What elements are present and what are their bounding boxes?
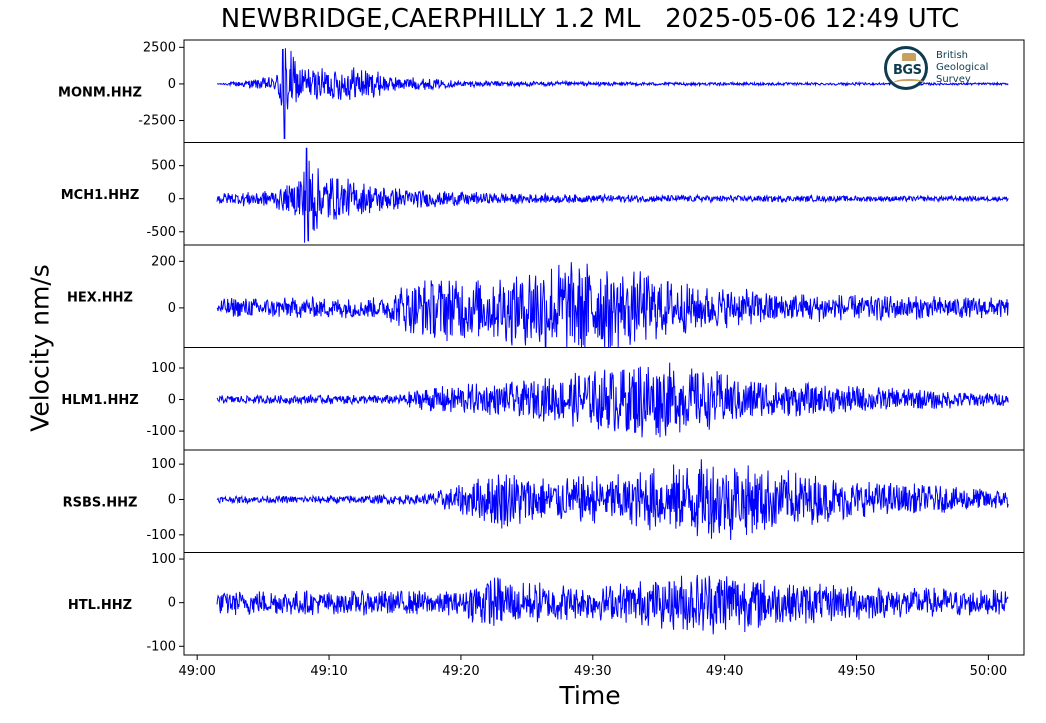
trace-hlm1-hhz bbox=[216, 362, 1009, 438]
trace-mch1-hhz bbox=[216, 147, 1009, 243]
station-label: HTL.HHZ bbox=[68, 598, 132, 613]
y-tick-label: -500 bbox=[146, 225, 176, 240]
bgs-logo-line1: British bbox=[936, 50, 968, 61]
y-tick-label: 100 bbox=[151, 361, 176, 376]
station-label: MCH1.HHZ bbox=[61, 188, 140, 203]
y-tick-label: 0 bbox=[168, 77, 176, 92]
y-tick-label: 0 bbox=[168, 393, 176, 408]
y-tick-label: 100 bbox=[151, 552, 176, 567]
station-label: MONM.HHZ bbox=[58, 85, 142, 100]
trace-htl-hhz bbox=[216, 574, 1009, 635]
bgs-logo-emblem: BGS bbox=[884, 46, 928, 90]
x-axis-label: Time bbox=[559, 681, 621, 710]
x-tick-label: 49:10 bbox=[310, 664, 347, 679]
station-label: RSBS.HHZ bbox=[63, 495, 138, 510]
trace-hex-hhz bbox=[216, 262, 1009, 348]
strata-icon bbox=[893, 79, 925, 87]
bgs-logo-mark: BGS bbox=[893, 63, 922, 78]
y-tick-label: 0 bbox=[168, 301, 176, 316]
y-tick-label: 0 bbox=[168, 192, 176, 207]
y-tick-label: 2500 bbox=[143, 40, 176, 55]
trace-monm-hhz bbox=[217, 48, 1009, 139]
chart-title: NEWBRIDGE,CAERPHILLY 1.2 ML 2025-05-06 1… bbox=[220, 4, 960, 34]
y-tick-label: -2500 bbox=[138, 114, 176, 129]
y-tick-label: 500 bbox=[151, 159, 176, 174]
x-tick-label: 49:00 bbox=[178, 664, 215, 679]
x-tick-label: 49:40 bbox=[706, 664, 743, 679]
bgs-logo-words: British Geological Survey bbox=[936, 50, 988, 86]
bgs-logo: BGS British Geological Survey bbox=[884, 46, 1014, 98]
y-tick-label: 0 bbox=[168, 596, 176, 611]
x-tick-label: 49:30 bbox=[574, 664, 611, 679]
station-label: HLM1.HHZ bbox=[61, 393, 138, 408]
y-tick-label: -100 bbox=[146, 424, 176, 439]
y-tick-label: 100 bbox=[151, 457, 176, 472]
x-tick-label: 50:00 bbox=[970, 664, 1007, 679]
station-label: HEX.HHZ bbox=[67, 290, 133, 305]
trace-rsbs-hhz bbox=[216, 459, 1009, 541]
y-tick-label: 200 bbox=[151, 254, 176, 269]
crown-icon bbox=[902, 53, 916, 61]
y-tick-label: 0 bbox=[168, 492, 176, 507]
y-tick-label: -100 bbox=[146, 528, 176, 543]
x-tick-label: 49:50 bbox=[838, 664, 875, 679]
panel-frame bbox=[183, 552, 1025, 656]
bgs-logo-line2: Geological bbox=[936, 62, 989, 73]
x-tick-label: 49:20 bbox=[442, 664, 479, 679]
bgs-logo-line3: Survey bbox=[936, 74, 971, 85]
y-tick-label: -100 bbox=[146, 639, 176, 654]
